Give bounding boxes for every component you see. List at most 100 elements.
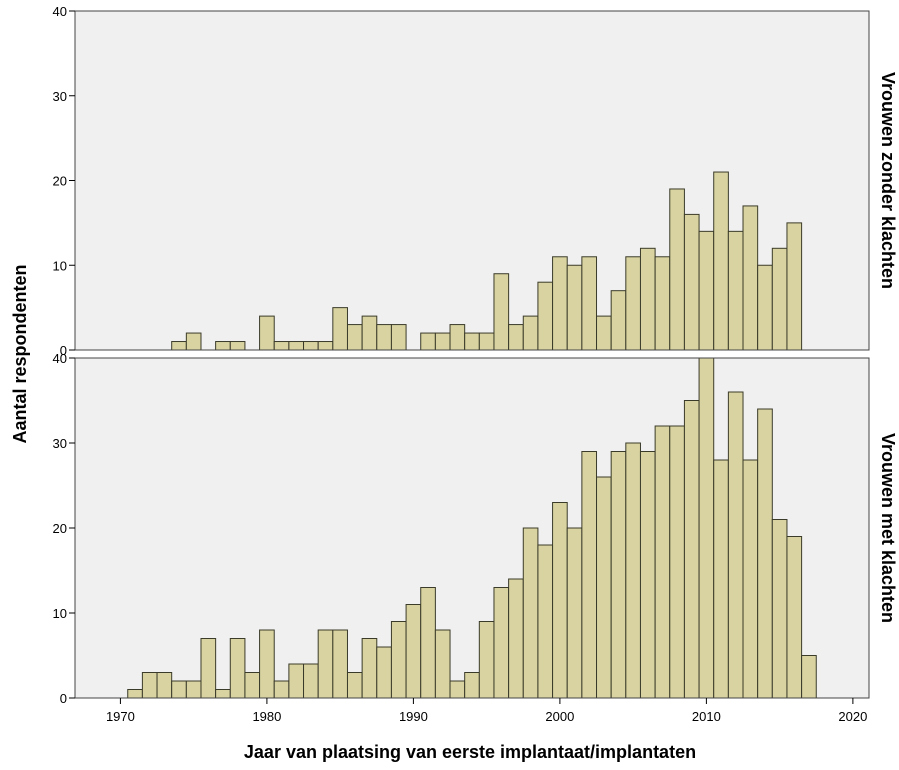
histogram-bar bbox=[742, 205, 759, 351]
histogram-bar bbox=[390, 324, 407, 351]
histogram-bar bbox=[273, 341, 290, 351]
y-tick-label: 0 bbox=[60, 691, 67, 706]
histogram-bar bbox=[229, 638, 246, 699]
y-axis-title: Aantal respondenten bbox=[10, 264, 30, 443]
histogram-bar bbox=[669, 425, 685, 699]
y-tick-label: 30 bbox=[53, 89, 67, 104]
histogram-bar bbox=[449, 324, 466, 351]
histogram-bar bbox=[332, 307, 348, 351]
histogram-bar bbox=[288, 663, 305, 699]
histogram-bar bbox=[185, 680, 202, 699]
histogram-bar bbox=[610, 451, 627, 699]
histogram-bar bbox=[361, 638, 378, 699]
histogram-bar bbox=[259, 629, 275, 699]
histogram-bar bbox=[713, 459, 729, 699]
histogram-bar bbox=[654, 256, 671, 351]
y-tick-label: 10 bbox=[53, 258, 67, 273]
histogram-bar bbox=[434, 629, 451, 699]
histogram-bar bbox=[478, 621, 495, 699]
histogram-bar bbox=[376, 324, 392, 351]
histogram-bar bbox=[244, 672, 261, 699]
histogram-bar bbox=[303, 663, 319, 699]
histogram-bar bbox=[361, 315, 378, 351]
histogram-bar bbox=[727, 391, 744, 699]
histogram-bar bbox=[215, 689, 231, 699]
histogram-bar bbox=[127, 689, 143, 699]
histogram-bar bbox=[141, 672, 158, 699]
histogram-bar bbox=[508, 324, 524, 351]
histogram-bar bbox=[727, 230, 744, 351]
histogram-bar bbox=[786, 222, 803, 351]
histogram-bar bbox=[156, 672, 173, 699]
histogram-bar bbox=[317, 629, 334, 699]
x-tick-label: 2020 bbox=[838, 709, 867, 724]
histogram-bar bbox=[683, 400, 700, 699]
histogram-bar bbox=[332, 629, 348, 699]
histogram-bar bbox=[552, 502, 568, 699]
histogram-bar bbox=[625, 256, 641, 351]
x-tick-label: 2000 bbox=[545, 709, 574, 724]
histogram-bar bbox=[346, 324, 363, 351]
y-tick-label: 10 bbox=[53, 606, 67, 621]
panel-2: 0 10 20 30 40 Vrouwen met klachten bbox=[53, 351, 898, 706]
histogram-bar bbox=[654, 425, 671, 699]
histogram-bar bbox=[185, 332, 202, 351]
histogram-bar bbox=[171, 341, 187, 351]
histogram-bar bbox=[698, 357, 715, 699]
histogram-bar bbox=[522, 315, 539, 351]
histogram-bar bbox=[171, 680, 187, 699]
histogram-bar bbox=[669, 188, 685, 351]
histogram-bar bbox=[390, 621, 407, 699]
histogram-bar bbox=[566, 264, 583, 351]
histogram-bar bbox=[493, 273, 510, 351]
histogram-bar bbox=[405, 604, 422, 699]
y-tick-label: 30 bbox=[53, 436, 67, 451]
x-axis-title: Jaar van plaatsing van eerste implantaat… bbox=[244, 742, 696, 762]
histogram-bar bbox=[420, 587, 436, 699]
histogram-bar bbox=[742, 459, 759, 699]
x-tick-label: 2010 bbox=[692, 709, 721, 724]
histogram-bar bbox=[200, 638, 217, 699]
x-tick-label: 1990 bbox=[399, 709, 428, 724]
histogram-bar bbox=[639, 247, 656, 351]
x-axis: 1970 1980 1990 2000 2010 2020 bbox=[106, 698, 867, 724]
histogram-bar bbox=[537, 281, 554, 351]
histogram-bar bbox=[713, 171, 729, 351]
histogram-bar bbox=[581, 256, 598, 351]
histogram-bar bbox=[464, 672, 480, 699]
histogram-bar bbox=[346, 672, 363, 699]
histogram-bar bbox=[581, 451, 598, 699]
x-tick-label: 1980 bbox=[252, 709, 281, 724]
panels: 0 10 20 30 40 Vrouwen zonder klachten 0 10 20 30 4… bbox=[53, 4, 898, 706]
panel-label: Vrouwen zonder klachten bbox=[878, 72, 898, 289]
histogram-bar bbox=[801, 655, 817, 699]
y-tick-label: 0 bbox=[60, 343, 67, 358]
histogram-bar bbox=[566, 527, 583, 699]
y-tick-label: 40 bbox=[53, 351, 67, 366]
y-tick-label: 20 bbox=[53, 521, 67, 536]
histogram-bar bbox=[625, 442, 641, 699]
y-tick-label: 40 bbox=[53, 4, 67, 19]
histogram-bar bbox=[698, 230, 715, 351]
histogram-bar bbox=[596, 476, 612, 699]
histogram-bar bbox=[522, 527, 539, 699]
histogram-bar bbox=[771, 247, 788, 351]
histogram-bar bbox=[464, 332, 480, 351]
histogram-bar bbox=[317, 341, 334, 351]
histogram-bar bbox=[786, 536, 803, 699]
histogram-bar bbox=[420, 332, 436, 351]
histogram-bar bbox=[478, 332, 495, 351]
histogram-bar bbox=[552, 256, 568, 351]
histogram-bar bbox=[757, 264, 773, 351]
histogram-bar bbox=[610, 290, 627, 351]
histogram-bar bbox=[303, 341, 319, 351]
histogram-bar bbox=[596, 315, 612, 351]
histogram-bar bbox=[449, 680, 466, 699]
histogram-bar bbox=[771, 519, 788, 699]
histogram-bar bbox=[537, 544, 554, 699]
histogram-bar bbox=[215, 341, 231, 351]
panel-1: 0 10 20 30 40 Vrouwen zonder klachten bbox=[53, 4, 898, 358]
histogram-bar bbox=[757, 408, 773, 699]
histogram-bar bbox=[259, 315, 275, 351]
